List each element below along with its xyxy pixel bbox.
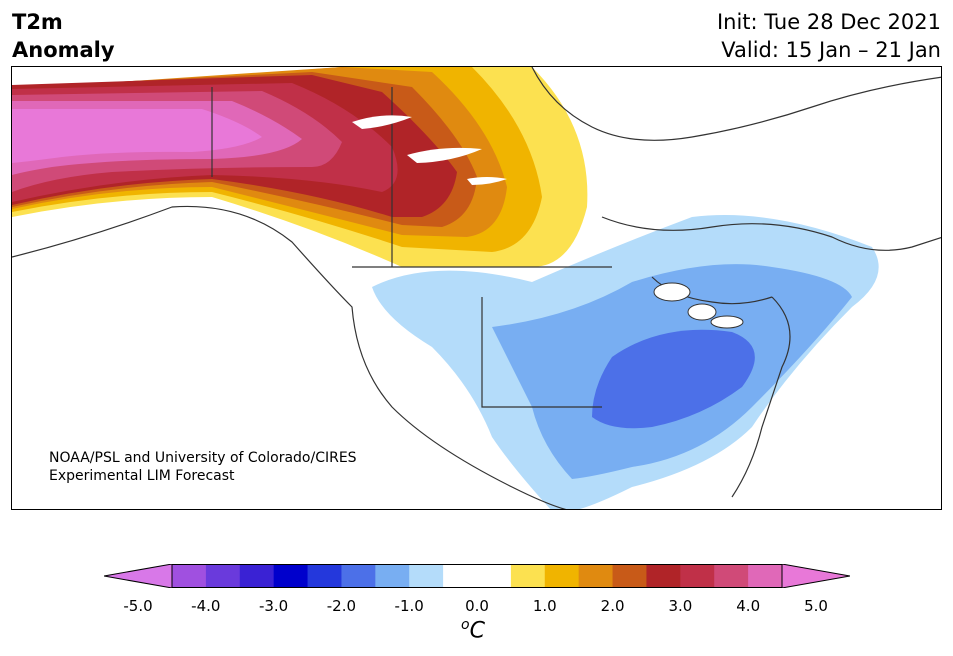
- colorbar-tick-label: 1.0: [532, 597, 557, 615]
- colorbar-cell: [375, 564, 410, 588]
- colorbar-tick-label: 3.0: [668, 597, 693, 615]
- colorbar-cell: [714, 564, 749, 588]
- colorbar-cell: [239, 564, 275, 588]
- title-line-2: Anomaly: [12, 38, 115, 62]
- unit-degree: o: [461, 617, 470, 633]
- map-title: T2m Anomaly: [12, 8, 115, 64]
- anomaly-map: [11, 66, 942, 510]
- unit-label: oC: [461, 617, 485, 643]
- colorbar-cell: [680, 564, 715, 588]
- colorbar-cell: [578, 564, 614, 588]
- colorbar-cell: [273, 564, 309, 588]
- colorbar-tick-label: 4.0: [736, 597, 761, 615]
- colorbar-cell: [172, 564, 207, 588]
- credit-text: NOAA/PSL and University of Colorado/CIRE…: [49, 449, 357, 485]
- colorbar: [104, 564, 850, 588]
- colorbar-cell: [307, 564, 342, 588]
- cool-band-3: [592, 329, 755, 429]
- colorbar-tick-label: -1.0: [394, 597, 424, 615]
- colorbar-cell: [443, 564, 478, 588]
- colorbar-right-arrow: [781, 564, 850, 588]
- colorbar-cell: [748, 564, 783, 588]
- colorbar-cell: [409, 564, 444, 588]
- valid-range: Valid: 15 Jan – 21 Jan: [721, 38, 941, 62]
- colorbar-outline: [171, 564, 783, 588]
- unit-letter: C: [469, 618, 485, 644]
- title-line-1: T2m: [12, 10, 63, 34]
- colorbar-tick-label: 2.0: [600, 597, 625, 615]
- colorbar-tick-label: 0.0: [465, 597, 489, 615]
- warm-band-9: [12, 109, 262, 163]
- canadian-lakes: [352, 115, 507, 185]
- map-canvas: [12, 67, 941, 509]
- credit-line-1: NOAA/PSL and University of Colorado/CIRE…: [49, 450, 357, 466]
- colorbar-tick-label: -5.0: [123, 597, 153, 615]
- colorbar-cell: [341, 564, 376, 588]
- colorbar-cell: [510, 564, 546, 588]
- colorbar-tick-label: -2.0: [326, 597, 357, 615]
- colorbar-cell: [477, 564, 512, 588]
- init-date: Init: Tue 28 Dec 2021: [716, 10, 941, 34]
- colorbar-left-arrow: [104, 564, 173, 588]
- forecast-dates: Init: Tue 28 Dec 2021 Valid: 15 Jan – 21…: [717, 8, 941, 64]
- colorbar-cells: [172, 564, 783, 588]
- colorbar-cell: [646, 564, 681, 588]
- colorbar-cell: [205, 564, 241, 588]
- colorbar-tick-label: 5.0: [804, 597, 828, 615]
- colorbar-tick-label: -4.0: [191, 597, 221, 615]
- colorbar-cell: [544, 564, 580, 588]
- colorbar-tick-label: -3.0: [258, 597, 289, 615]
- credit-line-2: Experimental LIM Forecast: [49, 468, 235, 484]
- great-lakes: [653, 282, 744, 329]
- colorbar-cell: [612, 564, 647, 588]
